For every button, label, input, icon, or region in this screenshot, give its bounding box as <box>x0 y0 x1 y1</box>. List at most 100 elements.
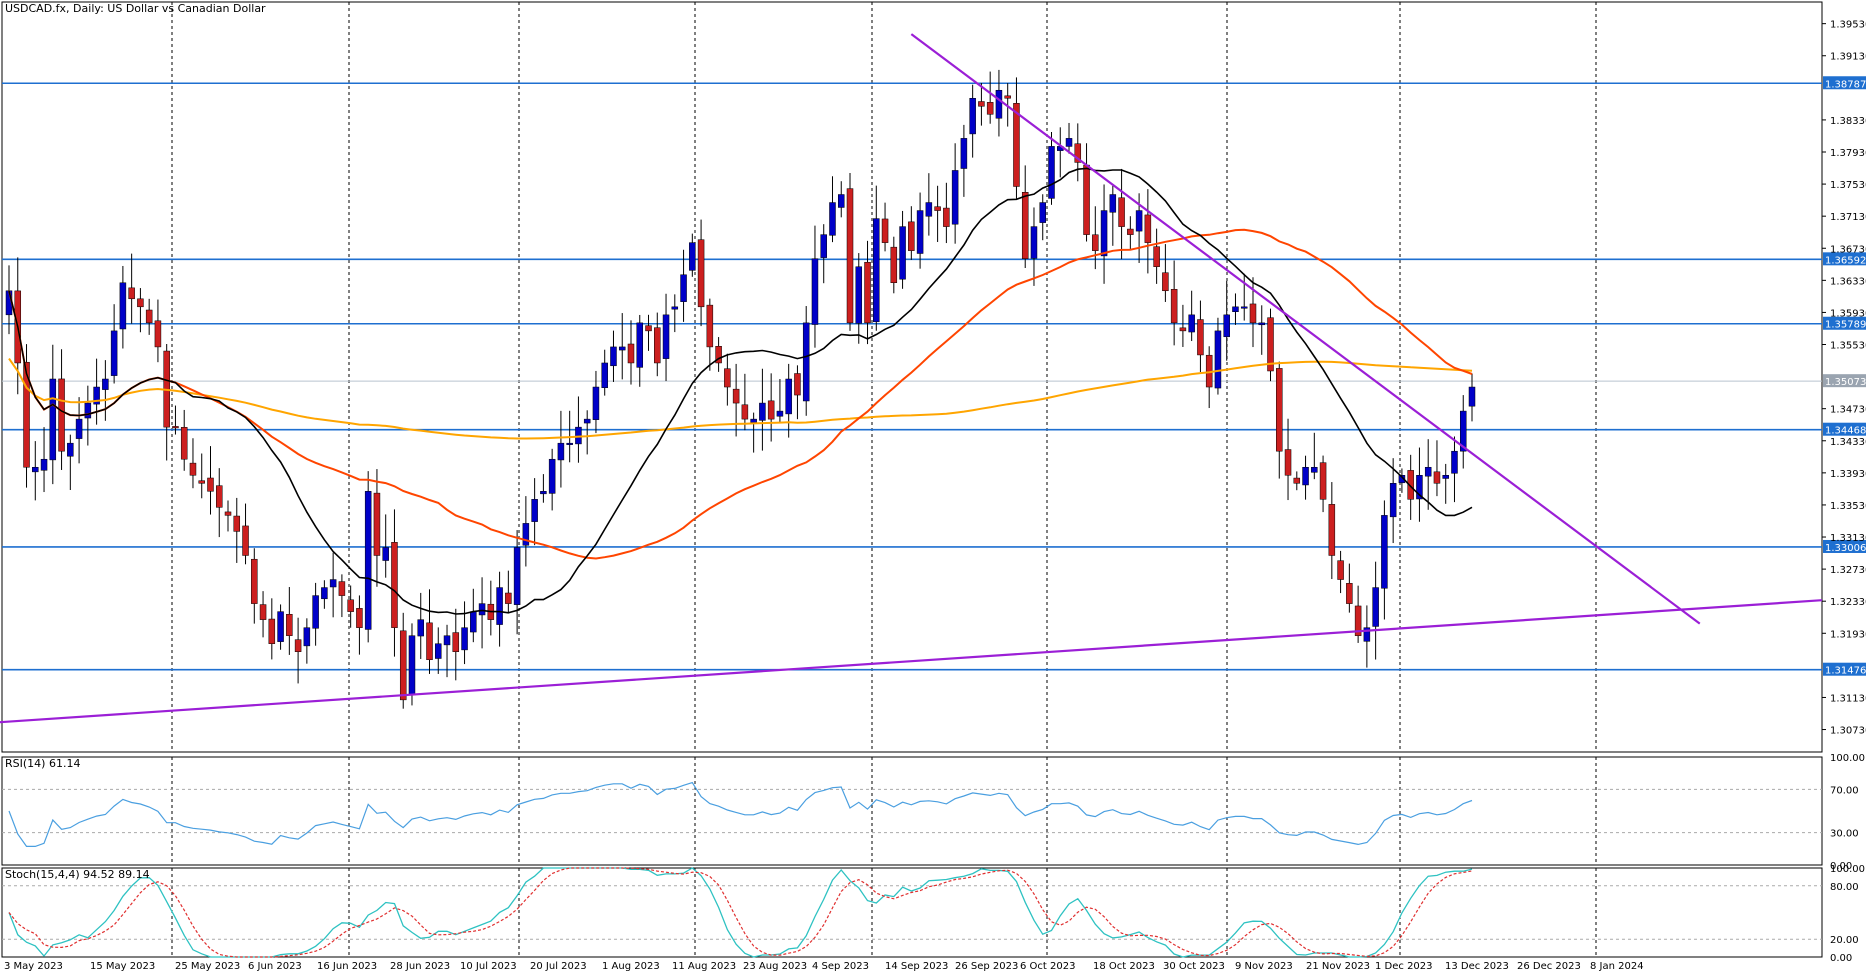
rsi-axis-label: 0.00 <box>1830 861 1852 872</box>
candle-body <box>180 427 188 460</box>
y-tick-label: 1.33530 <box>1830 501 1866 512</box>
level-tag <box>1823 539 1866 553</box>
stoch-axis-label: 20.00 <box>1830 935 1859 946</box>
trendlines <box>0 33 1823 724</box>
level-tag <box>1823 316 1866 330</box>
candle-body <box>1337 560 1344 580</box>
y-tick-label: 1.34330 <box>1830 437 1866 448</box>
candle-body <box>934 206 941 211</box>
candle-body <box>1214 330 1222 389</box>
candle-body <box>908 221 915 251</box>
candle-body <box>137 298 144 308</box>
candle-body <box>1013 103 1020 187</box>
support-trendline <box>0 599 1823 724</box>
candle-body <box>759 402 766 421</box>
candle-body <box>1389 483 1397 518</box>
candle-body <box>461 627 468 651</box>
candle-body <box>1039 202 1046 223</box>
x-tick-label: 8 Jan 2024 <box>1590 961 1644 972</box>
candle-body <box>224 511 232 516</box>
candle-body <box>1416 475 1423 500</box>
candle-body <box>855 266 863 324</box>
candle-body <box>1100 210 1108 257</box>
candle-body <box>724 368 731 388</box>
candle-body <box>566 442 573 445</box>
candle-body <box>75 418 83 439</box>
candle-body <box>277 611 284 642</box>
candle-body <box>715 346 722 364</box>
candle-body <box>890 246 898 283</box>
candle-body <box>23 361 30 468</box>
panel-frame-0 <box>1 1 1823 753</box>
candle-body <box>557 442 565 461</box>
level-tag-label: 1.35073 <box>1825 377 1866 388</box>
candle-body <box>1144 214 1152 243</box>
candle-body <box>671 306 679 310</box>
candle-body <box>881 218 889 243</box>
candle-body <box>102 378 109 390</box>
time-axis: 3 May 2023 15 May 2023 25 May 2023 6 Jun 20… <box>4 961 1644 972</box>
y-tick-label: 1.33930 <box>1830 469 1866 480</box>
ma-black-line <box>8 167 1473 615</box>
rsi-axis-label: 100.00 <box>1830 753 1865 764</box>
y-tick-label: 1.37130 <box>1830 212 1866 223</box>
candle-body <box>128 287 135 300</box>
rsi-axis-label: 70.00 <box>1830 785 1859 796</box>
candle-body <box>373 492 381 556</box>
ma-orange-line <box>8 358 1473 440</box>
candle-body <box>1354 605 1362 636</box>
candle-body <box>811 258 819 325</box>
candle-body <box>846 188 854 324</box>
candle-body <box>618 346 626 351</box>
candle-body <box>697 239 705 308</box>
candle-body <box>452 632 460 652</box>
candle-body <box>233 515 241 532</box>
y-tick-label: 1.32730 <box>1830 565 1866 576</box>
candle-body <box>399 630 407 701</box>
candle-body <box>49 378 57 461</box>
candle-body <box>505 592 512 604</box>
y-tick-label: 1.37530 <box>1830 180 1866 191</box>
x-tick-label: 20 Jul 2023 <box>530 961 587 972</box>
candle-body <box>802 322 810 402</box>
candle-body <box>1346 583 1353 604</box>
stoch-label: Stoch(15,4,4) 94.52 89.14 <box>5 868 150 881</box>
candle-body <box>1153 246 1160 267</box>
candle-body <box>496 587 503 625</box>
ma-red-line <box>8 228 1473 560</box>
candle-body <box>1433 471 1441 484</box>
candle-body <box>1197 319 1204 356</box>
x-tick-label: 6 Oct 2023 <box>1020 961 1075 972</box>
candle-body <box>978 101 985 107</box>
level-tag-label: 1.33006 <box>1825 543 1866 554</box>
candle-body <box>531 499 538 522</box>
candle-body <box>1223 314 1230 338</box>
candle-body <box>943 207 950 227</box>
candle-body <box>286 614 293 636</box>
candle-body <box>583 418 591 424</box>
candle-body <box>969 98 976 135</box>
indicator-lines <box>2 781 1822 958</box>
x-tick-label: 11 Aug 2023 <box>672 961 736 972</box>
candle-body <box>1083 164 1090 235</box>
panel-frames <box>1 1 1823 958</box>
x-tick-label: 30 Oct 2023 <box>1163 961 1225 972</box>
candle-body <box>294 639 302 652</box>
candle-body <box>776 410 784 417</box>
candle-body <box>58 378 65 452</box>
candle-body <box>172 426 179 429</box>
candle-body <box>259 604 267 620</box>
y-tick-label: 1.32330 <box>1830 597 1866 608</box>
candle-body <box>1284 449 1292 476</box>
x-tick-label: 23 Aug 2023 <box>743 961 807 972</box>
y-tick-label: 1.36330 <box>1830 276 1866 287</box>
candle-body <box>689 242 696 271</box>
candle-body <box>925 202 933 217</box>
candle-body <box>303 627 311 647</box>
x-tick-label: 28 Jun 2023 <box>390 961 450 972</box>
y-tick-label: 1.31130 <box>1830 693 1866 704</box>
stoch-main-line <box>8 867 1473 958</box>
x-tick-label: 15 May 2023 <box>90 961 155 972</box>
candle-body <box>750 418 757 423</box>
